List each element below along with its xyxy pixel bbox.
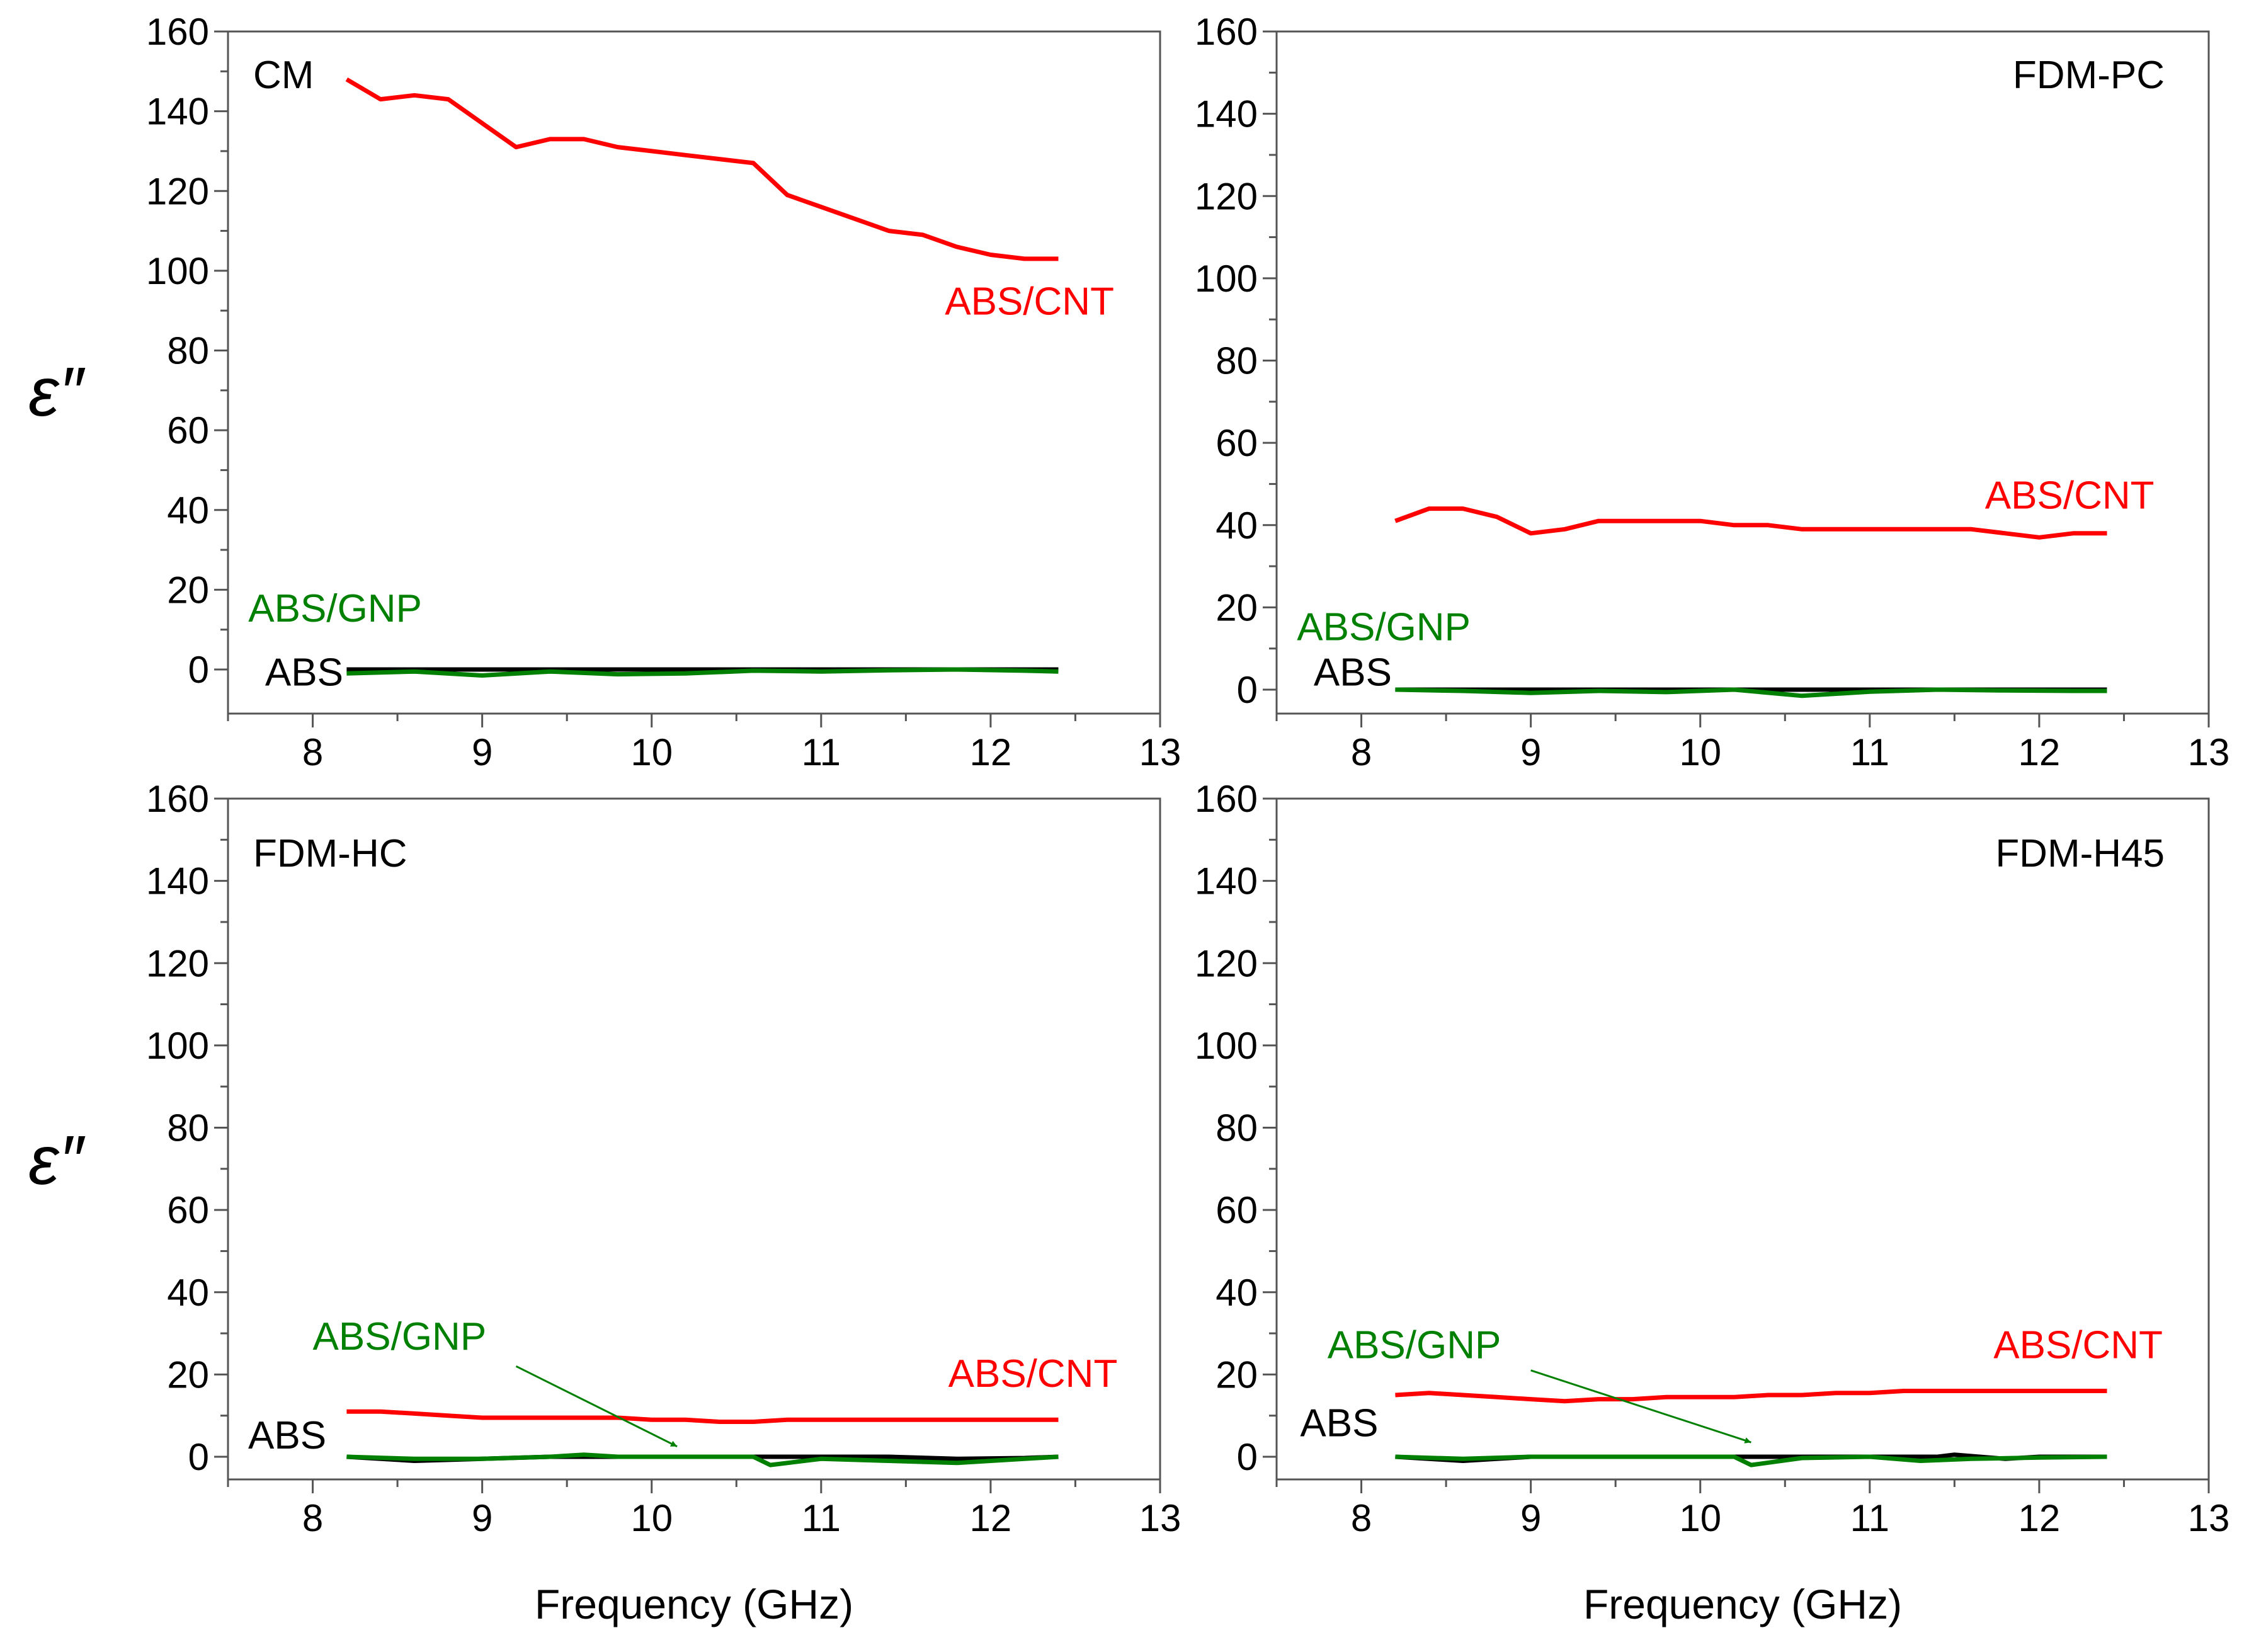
series-line-abs-cnt <box>345 77 1059 261</box>
y-tick-label: 140 <box>146 860 209 903</box>
x-tick-label: 8 <box>302 731 323 773</box>
y-tick-label: 20 <box>1216 586 1258 629</box>
y-tick-label: 60 <box>1216 1189 1258 1231</box>
plot-frame <box>1275 30 2210 715</box>
panel-label: CM <box>253 54 314 97</box>
y-tick-label: 160 <box>1195 11 1258 53</box>
panel-cm: 8 9 10 11 12 13 0 20 40 60 80 100 120 140 160 ABS/CNT AB… <box>28 11 1181 773</box>
annotation-arrow <box>1530 1369 1751 1444</box>
series-label-abs-gnp: ABS/GNP <box>1297 606 1471 649</box>
x-axis-title: Frequency (GHz) <box>1583 1581 1902 1627</box>
x-tick-label: 10 <box>630 731 673 773</box>
panel-label: FDM-HC <box>253 832 407 875</box>
series-line-abs-cnt <box>346 1409 1059 1424</box>
series-line-abs-cnt <box>1394 506 2107 540</box>
x-tick-label: 9 <box>472 731 493 773</box>
y-tick-label: 100 <box>146 1025 209 1067</box>
series-label-abs: ABS <box>248 1414 326 1457</box>
y-tick-label: 20 <box>1216 1353 1258 1396</box>
y-tick-label: 160 <box>1195 778 1258 820</box>
series-label-abs-cnt: ABS/CNT <box>1993 1323 2163 1367</box>
series-line-abs-gnp <box>1395 1454 2107 1467</box>
panel-fdm-hc: 8 9 10 11 12 13 0 20 40 60 80 100 120 140 160 ABS/CNT AB… <box>28 778 1181 1627</box>
series-line-abs-cnt <box>1395 1389 2107 1404</box>
y-tick-label: 20 <box>167 1353 209 1396</box>
series-line-abs-gnp <box>346 667 1059 678</box>
x-tick-label: 11 <box>1850 1497 1889 1539</box>
y-tick-label: 140 <box>1195 93 1258 135</box>
x-tick-label: 10 <box>630 1497 673 1539</box>
series-label-abs-gnp: ABS/GNP <box>313 1315 487 1359</box>
y-tick-label: 80 <box>167 1107 209 1149</box>
panel-label: FDM-PC <box>2013 54 2165 97</box>
x-tick-label: 12 <box>2018 731 2061 773</box>
panel-fdm-pc: 8 9 10 11 12 13 0 20 40 60 80 100 120 140 160 ABS/CNT AB… <box>1195 11 2229 773</box>
panel-label: FDM-H45 <box>1995 832 2165 875</box>
y-tick-label: 60 <box>167 1189 209 1231</box>
y-tick-label: 160 <box>146 778 209 820</box>
series-label-abs-gnp: ABS/GNP <box>248 587 422 630</box>
x-tick-label: 12 <box>970 731 1012 773</box>
y-tick-label: 100 <box>1195 258 1258 300</box>
x-tick-label: 13 <box>1139 731 1181 773</box>
plot-frame <box>1275 797 2210 1481</box>
x-tick-label: 9 <box>1520 731 1541 773</box>
y-tick-label: 120 <box>146 170 209 212</box>
y-tick-label: 0 <box>188 1436 209 1478</box>
series-label-abs-gnp: ABS/GNP <box>1328 1323 1501 1367</box>
y-tick-label: 0 <box>1237 669 1258 711</box>
x-tick-label: 12 <box>970 1497 1012 1539</box>
x-tick-label: 8 <box>302 1497 323 1539</box>
y-tick-label: 40 <box>167 489 209 532</box>
y-tick-label: 100 <box>146 250 209 292</box>
series-label-abs: ABS <box>1314 651 1392 694</box>
y-tick-label: 120 <box>1195 942 1258 984</box>
y-tick-label: 60 <box>167 409 209 452</box>
y-tick-label: 80 <box>1216 1107 1258 1149</box>
series-line-abs-gnp <box>346 1452 1059 1467</box>
series-label-abs-cnt: ABS/CNT <box>1985 474 2155 518</box>
y-tick-label: 80 <box>167 330 209 372</box>
y-tick-label: 140 <box>146 91 209 133</box>
y-tick-label: 40 <box>1216 1272 1258 1314</box>
x-tick-label: 10 <box>1679 1497 1721 1539</box>
y-tick-label: 0 <box>188 649 209 691</box>
x-tick-label: 9 <box>472 1497 493 1539</box>
y-tick-label: 40 <box>1216 504 1258 547</box>
x-tick-label: 13 <box>2188 1497 2230 1539</box>
y-tick-label: 40 <box>167 1272 209 1314</box>
x-tick-label: 8 <box>1351 1497 1372 1539</box>
y-axis-title: ε″ <box>28 1122 86 1199</box>
y-tick-label: 100 <box>1195 1025 1258 1067</box>
series-label-abs-cnt: ABS/CNT <box>945 280 1114 324</box>
y-tick-label: 20 <box>167 569 209 611</box>
x-tick-label: 11 <box>802 1497 841 1539</box>
series-label-abs-cnt: ABS/CNT <box>948 1352 1118 1396</box>
y-tick-label: 120 <box>146 942 209 984</box>
x-tick-label: 9 <box>1520 1497 1541 1539</box>
panel-fdm-h45: 8 9 10 11 12 13 0 20 40 60 80 100 120 140 160 ABS/CNT AB… <box>1195 778 2229 1627</box>
y-tick-label: 120 <box>1195 175 1258 217</box>
y-tick-label: 0 <box>1237 1436 1258 1478</box>
series-label-abs: ABS <box>265 651 343 694</box>
y-tick-label: 80 <box>1216 340 1258 382</box>
x-tick-label: 13 <box>1139 1497 1181 1539</box>
y-tick-label: 160 <box>146 11 209 53</box>
x-tick-label: 11 <box>1850 731 1889 773</box>
y-tick-label: 60 <box>1216 422 1258 464</box>
x-tick-label: 10 <box>1679 731 1721 773</box>
annotation-arrow <box>515 1365 678 1448</box>
series-label-abs: ABS <box>1300 1401 1378 1445</box>
x-axis-title: Frequency (GHz) <box>535 1581 853 1627</box>
y-tick-label: 140 <box>1195 860 1258 903</box>
series-line-abs-gnp <box>1395 687 2107 698</box>
x-tick-label: 8 <box>1351 731 1372 773</box>
x-tick-label: 12 <box>2018 1497 2061 1539</box>
x-tick-label: 13 <box>2188 731 2230 773</box>
y-axis-title: ε″ <box>28 353 86 431</box>
plot-frame <box>227 797 1161 1481</box>
x-tick-label: 11 <box>802 731 841 773</box>
plot-frame <box>227 30 1161 715</box>
